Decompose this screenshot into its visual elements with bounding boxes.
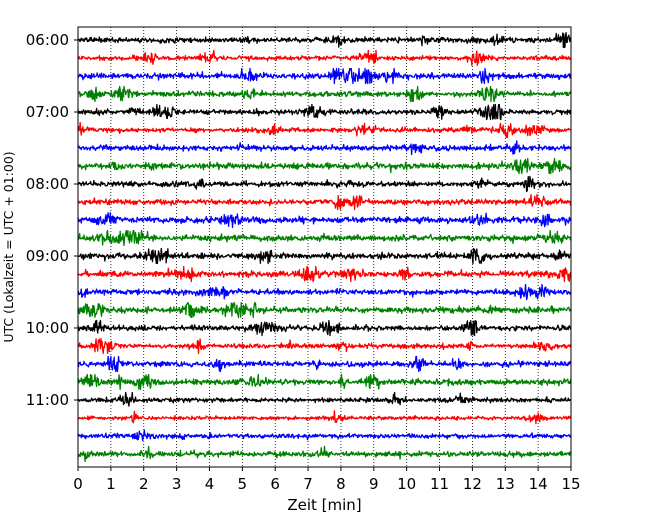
x-axis-ticks: 0 1 2 3 4 5 6 7 8 9 10 11 12 13 14 15 — [73, 467, 581, 493]
trace-line — [77, 140, 572, 156]
trace-line — [77, 373, 572, 391]
x-tick-label: 0 — [73, 475, 83, 493]
trace-line — [77, 265, 572, 283]
trace-line — [77, 445, 572, 463]
x-tick-label: 3 — [172, 475, 182, 493]
trace-line — [77, 212, 572, 229]
x-tick-label: 2 — [139, 475, 149, 493]
trace-line — [77, 31, 572, 49]
x-tick-label: 13 — [496, 475, 515, 493]
trace-line — [77, 410, 572, 425]
trace-line — [77, 175, 572, 193]
trace-line — [77, 49, 572, 67]
y-tick-label: 06:00 — [26, 31, 69, 49]
x-tick-label: 7 — [303, 475, 313, 493]
trace-line — [77, 391, 572, 407]
x-tick-label: 6 — [270, 475, 280, 493]
trace-line — [77, 319, 572, 337]
trace-line — [77, 283, 572, 301]
x-tick-label: 10 — [397, 475, 416, 493]
trace-line — [77, 247, 572, 265]
trace-line — [77, 193, 572, 211]
trace-line — [77, 229, 572, 247]
plot-frame — [77, 26, 572, 468]
trace-line — [77, 103, 572, 121]
y-tick-label: 07:00 — [26, 103, 69, 121]
y-tick-label: 11:00 — [26, 391, 69, 409]
x-tick-label: 5 — [238, 475, 248, 493]
y-tick-label: 09:00 — [26, 247, 69, 265]
x-tick-label: 1 — [106, 475, 116, 493]
x-tick-label: 4 — [205, 475, 215, 493]
trace-group — [77, 31, 572, 463]
x-axis-label: Zeit [min] — [287, 496, 361, 514]
x-tick-label: 12 — [463, 475, 482, 493]
trace-line — [77, 121, 572, 139]
y-axis-ticks: 06:00 07:00 08:00 09:00 10:00 11:00 — [26, 31, 78, 409]
y-tick-label: 08:00 — [26, 175, 69, 193]
grid-lines — [110, 27, 539, 467]
trace-line — [77, 429, 572, 442]
trace-line — [77, 355, 572, 373]
trace-line — [77, 85, 572, 103]
trace-line — [77, 337, 572, 355]
y-tick-label: 10:00 — [26, 319, 69, 337]
x-tick-label: 8 — [336, 475, 346, 493]
x-tick-label: 15 — [561, 475, 580, 493]
trace-line — [77, 67, 572, 85]
trace-line — [77, 301, 572, 319]
x-tick-label: 11 — [430, 475, 449, 493]
x-tick-label: 9 — [369, 475, 379, 493]
x-tick-label: 14 — [529, 475, 548, 493]
y-axis-label: UTC (Lokalzeit = UTC + 01:00) — [1, 151, 16, 342]
trace-line — [77, 157, 572, 175]
